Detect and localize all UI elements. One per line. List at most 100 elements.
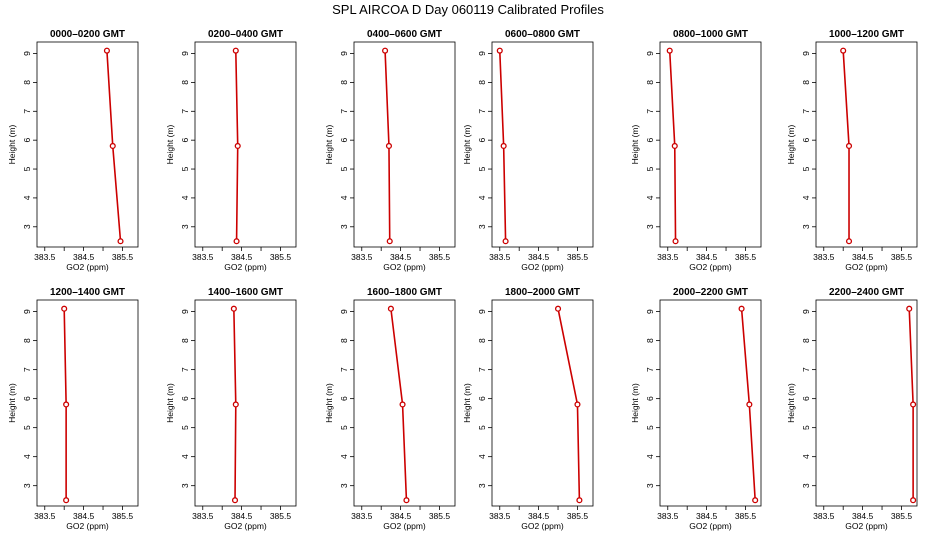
y-tick-label: 3	[801, 224, 811, 229]
panel-title: 1800–2000 GMT	[505, 287, 580, 298]
x-tick-label: 384.5	[390, 252, 412, 262]
x-tick-label: 384.5	[390, 511, 412, 521]
data-point	[232, 47, 239, 54]
panel-grid: 0000–0200 GMT 383.5 384.5 385.5 3 4 5 6 7 8 9 GO2 (…	[7, 29, 918, 531]
data-point	[840, 47, 847, 54]
y-tick-label: 6	[22, 396, 32, 401]
y-tick-label: 4	[645, 195, 655, 200]
x-tick-label: 384.5	[73, 252, 95, 262]
y-tick-label: 4	[180, 454, 190, 459]
x-tick-label: 385.5	[891, 511, 913, 521]
data-point	[230, 305, 237, 312]
data-point	[554, 305, 562, 312]
y-tick-label: 3	[645, 224, 655, 229]
panel-title: 1400–1600 GMT	[208, 287, 283, 298]
data-point	[234, 142, 241, 149]
y-tick-label: 7	[645, 109, 655, 114]
data-point	[385, 142, 393, 149]
data-point	[233, 238, 240, 245]
y-axis-label: Height (m)	[7, 125, 17, 165]
y-tick-label: 4	[22, 195, 32, 200]
y-tick-label: 8	[180, 80, 190, 85]
data-point	[403, 497, 410, 504]
x-tick-label: 385.5	[891, 252, 913, 262]
x-tick-label: 383.5	[657, 511, 679, 521]
panel: 1000–1200 GMT 383.5 384.5 385.5 3 4 5 6 7 8 9 GO2 (…	[786, 29, 918, 272]
y-tick-label: 8	[22, 80, 32, 85]
panel-title: 1600–1800 GMT	[367, 287, 442, 298]
x-tick-label: 385.5	[270, 511, 292, 521]
y-tick-label: 9	[339, 51, 349, 56]
panel-title: 2200–2400 GMT	[829, 287, 904, 298]
x-tick-label: 383.5	[489, 511, 511, 521]
y-axis-label: Height (m)	[324, 383, 334, 423]
y-tick-label: 6	[801, 396, 811, 401]
data-point	[845, 238, 853, 245]
data-point	[387, 305, 394, 312]
data-point	[910, 497, 917, 504]
y-tick-label: 6	[477, 138, 487, 143]
y-tick-label: 8	[339, 338, 349, 343]
y-tick-label: 3	[801, 483, 811, 488]
y-tick-label: 3	[22, 224, 32, 229]
panel-frame	[659, 41, 762, 248]
x-axis-label: GO2 (ppm)	[689, 262, 732, 272]
y-axis-label: Height (m)	[462, 125, 472, 165]
x-tick-label: 384.5	[73, 511, 95, 521]
panel-title: 0800–1000 GMT	[673, 29, 748, 40]
y-tick-label: 9	[180, 309, 190, 314]
y-axis-label: Height (m)	[165, 125, 175, 165]
panel-frame	[353, 299, 456, 507]
panel-frame	[353, 41, 456, 248]
x-axis-label: GO2 (ppm)	[521, 521, 564, 531]
panel-title: 2000–2200 GMT	[673, 287, 748, 298]
data-point	[906, 305, 913, 312]
y-tick-label: 8	[801, 338, 811, 343]
x-tick-label: 384.5	[852, 511, 874, 521]
y-tick-label: 4	[477, 195, 487, 200]
data-point	[399, 401, 406, 408]
y-tick-label: 5	[180, 166, 190, 171]
y-tick-label: 5	[645, 166, 655, 171]
x-tick-label: 385.5	[112, 511, 134, 521]
y-tick-label: 6	[477, 396, 487, 401]
y-tick-label: 6	[180, 396, 190, 401]
panel: 0000–0200 GMT 383.5 384.5 385.5 3 4 5 6 7 8 9 GO2 (…	[7, 29, 139, 272]
y-tick-label: 6	[339, 396, 349, 401]
x-tick-label: 384.5	[231, 252, 253, 262]
y-tick-label: 3	[645, 483, 655, 488]
y-tick-label: 6	[180, 138, 190, 143]
x-tick-label: 385.5	[567, 511, 589, 521]
y-tick-label: 5	[801, 425, 811, 430]
x-axis-label: GO2 (ppm)	[224, 521, 267, 531]
panel: 0600–0800 GMT 383.5 384.5 385.5 3 4 5 6 7 8 9 GO2 (…	[462, 29, 594, 272]
y-tick-label: 9	[645, 51, 655, 56]
data-point	[746, 401, 753, 408]
y-tick-label: 5	[22, 166, 32, 171]
panel-title: 1000–1200 GMT	[829, 29, 904, 40]
x-tick-label: 383.5	[489, 252, 511, 262]
data-point	[574, 401, 581, 408]
y-axis-label: Height (m)	[324, 125, 334, 165]
data-point	[103, 47, 110, 54]
x-tick-label: 383.5	[34, 511, 56, 521]
panel-title: 0600–0800 GMT	[505, 29, 580, 40]
data-point	[109, 142, 116, 149]
y-tick-label: 9	[22, 51, 32, 56]
y-tick-label: 3	[22, 483, 32, 488]
y-tick-label: 4	[339, 195, 349, 200]
y-tick-label: 4	[339, 454, 349, 459]
panel-frame	[815, 41, 918, 248]
figure-title: SPL AIRCOA D Day 060119 Calibrated Profi…	[332, 2, 604, 17]
y-tick-label: 7	[801, 109, 811, 114]
y-tick-label: 7	[801, 367, 811, 372]
x-axis-label: GO2 (ppm)	[521, 262, 564, 272]
y-tick-label: 7	[477, 109, 487, 114]
y-tick-label: 7	[180, 109, 190, 114]
data-point	[63, 401, 70, 408]
data-point	[63, 497, 70, 504]
x-axis-label: GO2 (ppm)	[224, 262, 267, 272]
y-tick-label: 3	[180, 224, 190, 229]
y-tick-label: 8	[645, 80, 655, 85]
